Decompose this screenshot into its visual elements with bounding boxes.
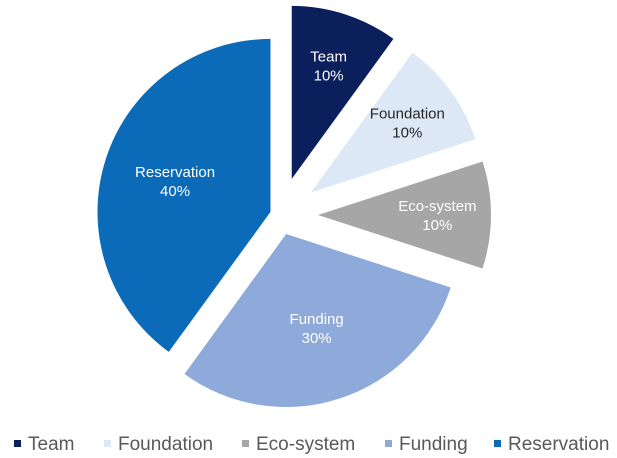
slice-value: 40% (160, 183, 190, 200)
slice-value: 30% (302, 330, 332, 347)
legend-marker-reservation (494, 440, 501, 447)
pie-slice-reservation (97, 38, 271, 352)
pie-slice-eco-system (318, 161, 491, 269)
slice-value: 10% (392, 125, 422, 142)
pie-chart: Team 10% Foundation 10% Eco-system 10% Funding… (97, 5, 491, 408)
legend-label-team: Team (28, 434, 74, 455)
legend-marker-foundation (104, 440, 111, 447)
slice-value: 10% (314, 67, 344, 84)
slice-label-funding: Funding 30% (290, 311, 344, 347)
slice-name: Foundation (370, 106, 445, 123)
chart-legend: Team Foundation Eco-system Funding Reservati… (14, 434, 609, 455)
slice-value: 10% (422, 217, 452, 234)
legend-marker-funding (385, 440, 392, 447)
slice-label-eco-system: Eco-system 10% (398, 198, 476, 234)
pie-slice-foundation (310, 52, 476, 193)
slice-name: Team (310, 48, 347, 65)
legend-label-eco-system: Eco-system (256, 434, 355, 455)
slice-label-reservation: Reservation 40% (135, 164, 215, 200)
slice-name: Eco-system (398, 198, 476, 215)
slice-label-team: Team 10% (310, 48, 347, 84)
slice-label-foundation: Foundation 10% (370, 106, 445, 142)
pie-slice-funding (184, 234, 451, 408)
slice-name: Reservation (135, 164, 215, 181)
legend-marker-eco-system (242, 440, 249, 447)
legend-marker-team (14, 440, 21, 447)
legend-label-funding: Funding (399, 434, 468, 455)
legend-label-foundation: Foundation (118, 434, 213, 455)
pie-slice-team (291, 5, 394, 179)
legend-label-reservation: Reservation (508, 434, 609, 455)
slice-name: Funding (290, 311, 344, 328)
